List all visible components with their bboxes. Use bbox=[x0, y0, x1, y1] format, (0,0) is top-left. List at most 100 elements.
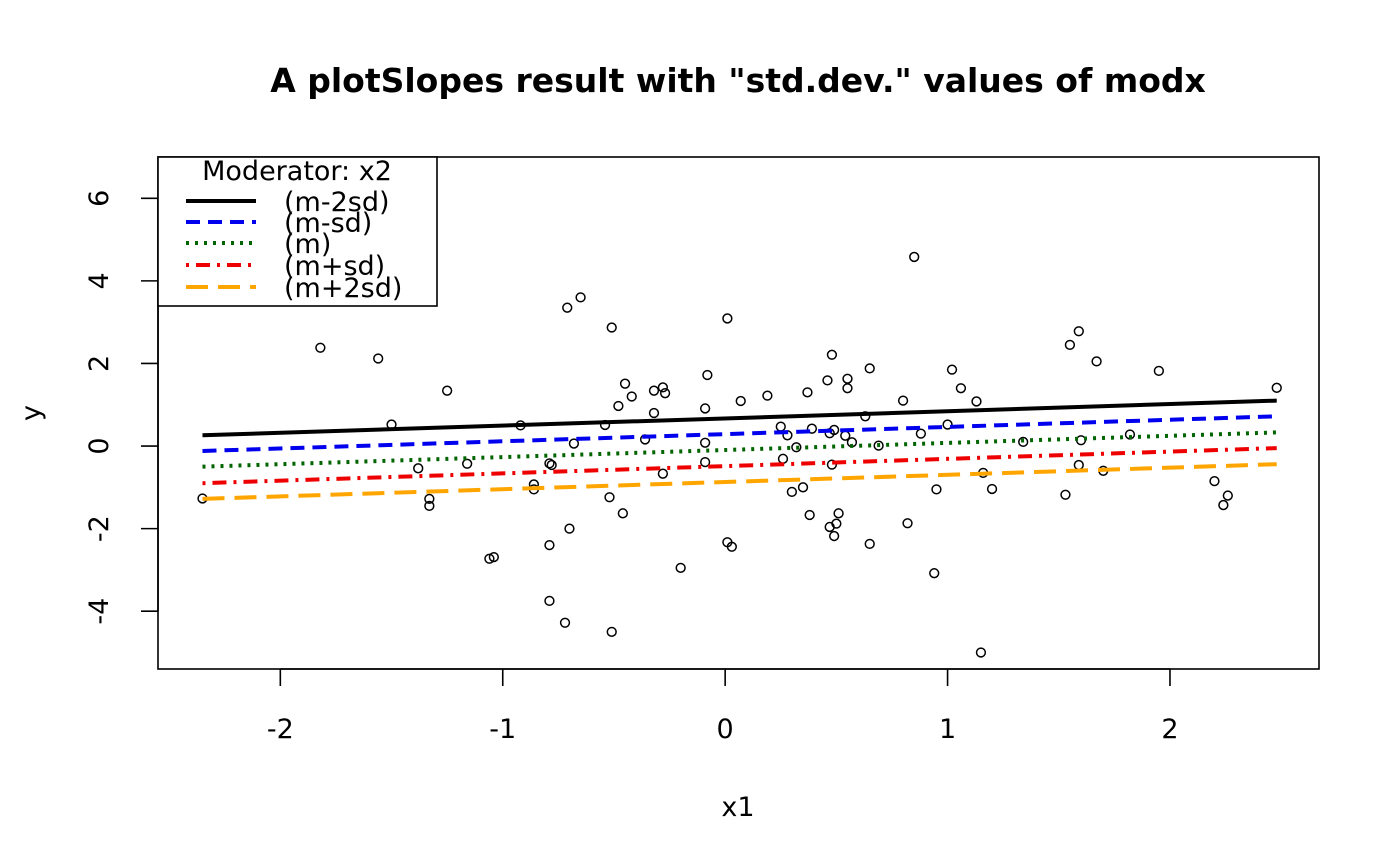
data-point bbox=[1091, 356, 1102, 367]
data-point bbox=[413, 463, 424, 474]
data-point bbox=[484, 553, 495, 564]
data-point bbox=[702, 369, 713, 381]
data-point bbox=[617, 508, 628, 519]
data-point bbox=[975, 647, 987, 658]
data-point bbox=[797, 482, 809, 493]
data-point bbox=[929, 568, 940, 579]
data-point bbox=[424, 493, 435, 505]
data-point bbox=[864, 538, 875, 550]
x-axis-label: x1 bbox=[721, 792, 754, 823]
y-tick-label: -4 bbox=[84, 598, 115, 625]
data-point bbox=[559, 617, 571, 628]
y-tick-label: 6 bbox=[84, 190, 115, 207]
y-tick-label: 0 bbox=[84, 437, 115, 454]
data-point bbox=[833, 508, 844, 519]
data-point bbox=[659, 388, 671, 399]
data-point bbox=[1271, 382, 1282, 393]
data-point bbox=[657, 382, 669, 393]
data-point bbox=[735, 395, 746, 407]
data-point bbox=[897, 395, 909, 406]
data-point bbox=[373, 353, 384, 364]
data-point bbox=[864, 363, 875, 374]
data-point bbox=[606, 322, 617, 333]
slope-line bbox=[202, 430, 1277, 469]
slope-line bbox=[202, 398, 1277, 438]
data-point bbox=[462, 458, 473, 469]
data-point bbox=[1064, 339, 1076, 351]
data-point bbox=[826, 459, 838, 470]
data-point bbox=[775, 421, 786, 432]
data-point bbox=[1218, 499, 1229, 511]
x-tick-label: -2 bbox=[267, 714, 294, 745]
data-point bbox=[826, 349, 838, 360]
legend-entry-label: (m+2sd) bbox=[284, 273, 402, 304]
legend-entry-label: (m-2sd) bbox=[284, 187, 390, 218]
data-point bbox=[915, 428, 927, 439]
data-point bbox=[657, 468, 669, 479]
slope-line bbox=[202, 414, 1277, 453]
data-point bbox=[873, 440, 884, 451]
data-point bbox=[1222, 490, 1233, 501]
data-point bbox=[568, 438, 580, 449]
data-point bbox=[946, 364, 958, 375]
data-point bbox=[699, 403, 711, 414]
data-point bbox=[699, 456, 711, 468]
data-point bbox=[604, 492, 615, 503]
data-point bbox=[902, 518, 913, 529]
data-point bbox=[562, 302, 573, 313]
data-point bbox=[675, 562, 686, 573]
data-point bbox=[828, 530, 840, 542]
data-point bbox=[648, 385, 660, 396]
x-tick-label: -1 bbox=[489, 714, 516, 745]
data-point bbox=[762, 390, 773, 401]
legend: Moderator: x2 (m-2sd)(m-sd)(m)(m+sd)(m+2… bbox=[157, 156, 438, 307]
data-point bbox=[546, 459, 557, 471]
data-point bbox=[842, 383, 853, 394]
data-point bbox=[1153, 365, 1165, 377]
data-point bbox=[986, 483, 998, 495]
y-tick-label: 4 bbox=[84, 272, 115, 289]
data-point bbox=[802, 387, 813, 398]
data-point bbox=[1073, 326, 1084, 337]
x-tick-label: 1 bbox=[939, 714, 956, 745]
x-tick-label: 2 bbox=[1161, 714, 1178, 745]
data-point bbox=[544, 539, 555, 551]
data-point bbox=[909, 251, 920, 263]
data-point bbox=[777, 453, 789, 464]
slope-lines bbox=[202, 398, 1277, 501]
data-point bbox=[699, 437, 711, 448]
slope-line bbox=[202, 462, 1277, 501]
data-point bbox=[1060, 489, 1071, 500]
slope-line bbox=[202, 446, 1277, 486]
data-point bbox=[931, 484, 942, 495]
x-axis: -2 -1 0 1 2 bbox=[267, 668, 1179, 745]
legend-title: Moderator: x2 bbox=[202, 156, 392, 187]
data-point bbox=[842, 373, 853, 384]
y-axis-label: y bbox=[16, 405, 47, 421]
legend-entry-label: (m) bbox=[284, 229, 331, 260]
data-point bbox=[831, 518, 842, 529]
data-point bbox=[575, 292, 586, 303]
x-tick-label: 0 bbox=[717, 714, 734, 745]
data-point bbox=[791, 442, 802, 453]
data-point bbox=[315, 342, 326, 353]
legend-box bbox=[157, 156, 438, 307]
data-point bbox=[544, 458, 555, 469]
legend-entries: (m-2sd)(m-sd)(m)(m+sd)(m+2sd) bbox=[186, 187, 402, 304]
data-point bbox=[424, 500, 435, 512]
data-point bbox=[942, 419, 953, 430]
data-point bbox=[971, 396, 982, 407]
data-point bbox=[619, 378, 631, 389]
y-axis: -4 -2 0 2 4 6 bbox=[84, 190, 159, 625]
legend-entry-label: (m-sd) bbox=[284, 208, 372, 239]
data-point bbox=[786, 486, 798, 498]
y-tick-label: -2 bbox=[84, 515, 115, 542]
data-point bbox=[613, 400, 624, 412]
y-tick-label: 2 bbox=[84, 355, 115, 372]
data-point bbox=[648, 407, 660, 419]
data-point bbox=[441, 385, 453, 396]
data-point bbox=[488, 551, 499, 563]
data-point bbox=[1209, 475, 1220, 487]
chart-title: A plotSlopes result with "std.dev." valu… bbox=[270, 61, 1206, 100]
